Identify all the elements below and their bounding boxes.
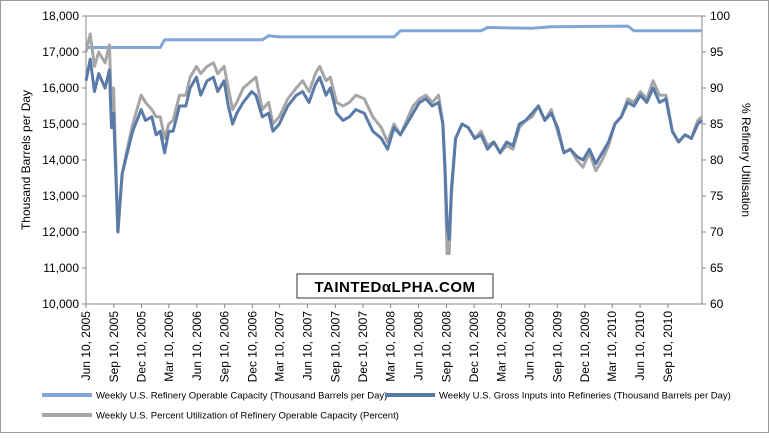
x-tick-label: Jun 10, 2009 [522,311,536,381]
series-line [84,57,703,241]
y2-tick-label: 100 [710,9,730,23]
legend-label: Weekly U.S. Refinery Operable Capacity (… [96,391,387,402]
legend-label: Weekly U.S. Percent Utilization of Refin… [96,411,399,422]
y2-tick-label: 80 [710,153,724,167]
x-tick-label: Sep 10, 2009 [550,311,564,383]
x-tick-label: Dec 10, 2009 [578,311,592,383]
x-tick-label: Sep 10, 2007 [328,311,342,383]
x-tick-label: Mar 10, 2009 [494,311,508,382]
legend-label: Weekly U.S. Gross Inputs into Refineries… [439,391,731,402]
x-tick-label: Jun 10, 2007 [301,311,315,381]
x-tick-label: Dec 10, 2008 [467,311,481,383]
y2-tick-label: 65 [710,261,724,275]
series-line [84,32,703,256]
watermark-box [296,273,494,299]
x-tick-label: Mar 10, 2008 [384,311,398,382]
x-tick-label: Mar 10, 2010 [605,311,619,382]
y2-axis-label: % Refinery Utilisation [739,103,753,217]
x-tick-label: Sep 10, 2005 [107,311,121,383]
y-axis-label: Thousand Barrels per Day [19,90,33,230]
y-tick-label: 16,000 [42,81,79,95]
x-tick-label: Mar 10, 2006 [162,311,176,382]
y2-tick-label: 60 [710,297,724,311]
y-tick-label: 15,000 [42,117,79,131]
x-tick-label: Dec 10, 2007 [356,311,370,383]
x-tick-label: Dec 10, 2005 [135,311,149,383]
x-tick-label: Sep 10, 2010 [661,311,675,383]
watermark: TAINTEDαLPHA.COM [314,279,475,296]
x-tick-label: Mar 10, 2007 [273,311,287,382]
y-tick-label: 11,000 [43,261,79,275]
y-tick-label: 17,000 [42,45,79,59]
x-tick-label: Jun 10, 2008 [412,311,426,381]
y-tick-label: 18,000 [42,9,79,23]
x-tick-label: Sep 10, 2008 [439,311,453,383]
series-line [86,24,702,49]
y2-tick-label: 85 [710,117,724,131]
y2-tick-label: 90 [710,81,724,95]
y-tick-label: 10,000 [42,297,79,311]
y2-tick-label: 70 [710,225,724,239]
y-tick-label: 14,000 [42,153,79,167]
x-tick-label: Jun 10, 2005 [79,311,93,381]
x-tick-label: Jun 10, 2010 [633,311,647,381]
y-tick-label: 13,000 [42,189,79,203]
y-tick-label: 12,000 [42,225,79,239]
x-tick-label: Dec 10, 2006 [245,311,259,383]
x-tick-label: Jun 10, 2006 [190,311,204,381]
x-tick-label: Sep 10, 2006 [218,311,232,383]
y2-tick-label: 95 [710,45,724,59]
y2-tick-label: 75 [710,189,724,203]
